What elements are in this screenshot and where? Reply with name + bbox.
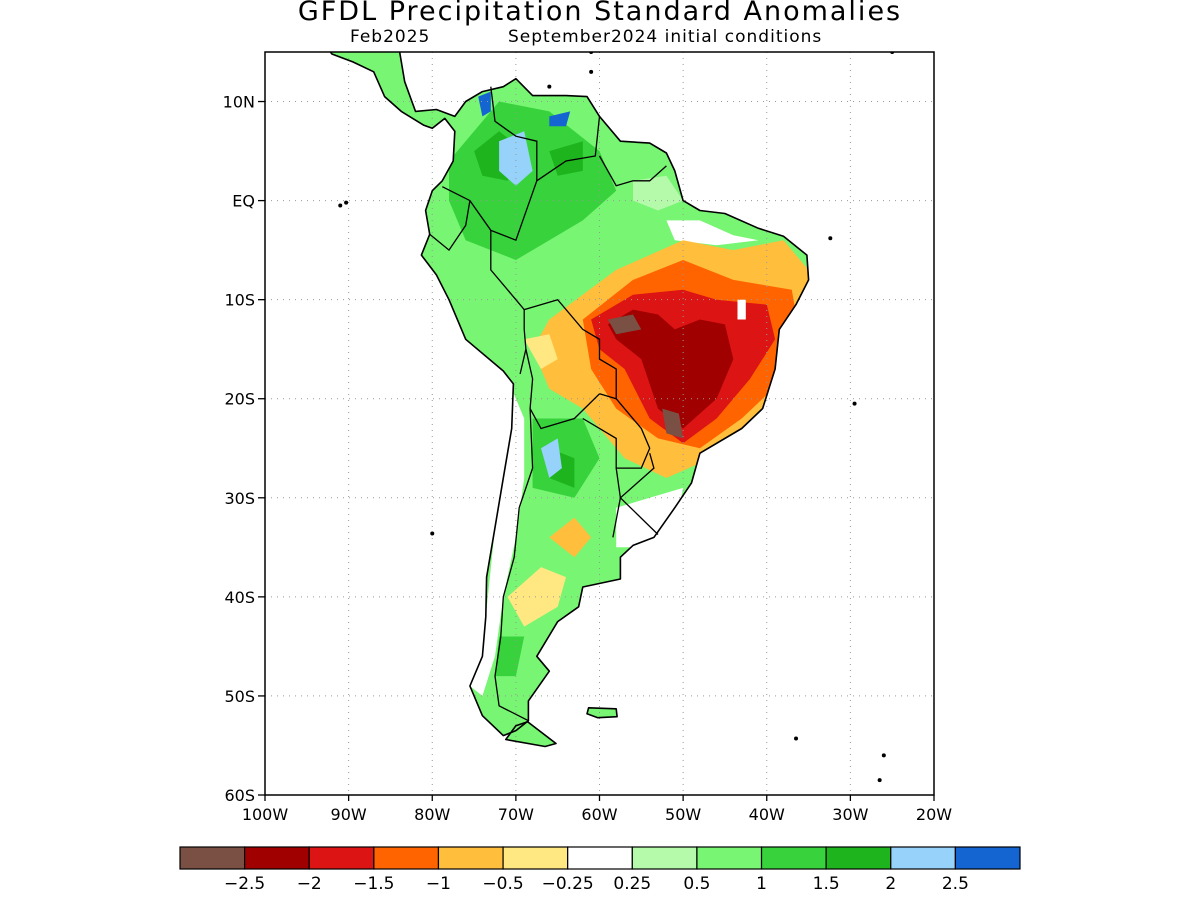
lat-tick-label: 50S bbox=[224, 687, 255, 706]
anomaly-region-3 bbox=[607, 309, 734, 429]
island-12 bbox=[581, 30, 585, 34]
colorbar-swatch bbox=[954, 846, 1021, 870]
country-border-5 bbox=[525, 349, 600, 430]
country-border-9 bbox=[619, 497, 659, 535]
anomaly-region-8 bbox=[549, 517, 592, 558]
coastlines bbox=[329, 30, 895, 783]
lat-tick-label: 20S bbox=[224, 390, 255, 409]
anomaly-region-11 bbox=[549, 111, 571, 127]
land-area bbox=[330, 52, 809, 747]
island-3 bbox=[794, 736, 799, 741]
country-border-11 bbox=[429, 200, 471, 252]
country-border-8 bbox=[619, 453, 655, 499]
island-2 bbox=[430, 531, 435, 536]
colorbar-label: −0.5 bbox=[482, 874, 523, 894]
lat-tick-label: 40S bbox=[224, 588, 255, 607]
lon-tick-label: 60W bbox=[581, 805, 617, 824]
lon-tick-label: 100W bbox=[242, 805, 289, 824]
anomaly-region-base-0 bbox=[469, 378, 525, 696]
anomaly-region-6 bbox=[524, 334, 558, 369]
island-0 bbox=[338, 203, 343, 208]
lon-tick-label: 30W bbox=[832, 805, 868, 824]
colorbar-swatch bbox=[244, 846, 310, 870]
island-6 bbox=[852, 401, 857, 406]
colorbar-swatch bbox=[760, 846, 827, 870]
colorbar-swatch bbox=[437, 846, 504, 870]
coastline-2 bbox=[586, 707, 618, 719]
anomaly-region-4 bbox=[607, 314, 642, 335]
lon-tick-label: 70W bbox=[498, 805, 534, 824]
island-1 bbox=[344, 200, 349, 205]
colorbar-swatch bbox=[567, 846, 633, 870]
initial-conditions: September2024 initial conditions bbox=[508, 27, 823, 47]
lon-tick-label: 90W bbox=[331, 805, 367, 824]
colorbar-label: −2 bbox=[297, 874, 322, 894]
anomaly-region-base-2 bbox=[666, 220, 759, 246]
coastline-1 bbox=[505, 720, 557, 748]
country-border-1 bbox=[536, 116, 601, 182]
colorbar: −2.5 −2 −1.5 −1 −0.5 −0.25 0.25 0.5 1 1.5 2 2.5 bbox=[179, 846, 1021, 894]
island-4 bbox=[881, 753, 886, 758]
lat-tick-label: 30S bbox=[224, 489, 255, 508]
island-7 bbox=[828, 236, 833, 241]
country-border-2 bbox=[598, 155, 667, 187]
colorbar-swatch bbox=[308, 846, 375, 870]
lat-tick-label: 60S bbox=[224, 786, 255, 805]
coastline-0 bbox=[329, 52, 810, 737]
colorbar-label: −1 bbox=[426, 874, 451, 894]
colorbar-label: 0.5 bbox=[683, 874, 710, 894]
longitude-axis: 100W 90W 80W 70W 60W 50W 40W 30W 20W bbox=[242, 795, 952, 824]
colorbar-label: −2.5 bbox=[224, 874, 265, 894]
colorbar-label: 1.5 bbox=[813, 874, 840, 894]
map-title: GFDL Precipitation Standard Anomalies bbox=[297, 0, 903, 27]
colorbar-swatch bbox=[631, 846, 698, 870]
lon-tick-label: 20W bbox=[916, 805, 952, 824]
colorbar-swatch bbox=[890, 846, 956, 870]
anomaly-region-9 bbox=[499, 131, 533, 186]
latitude-axis: 10N EQ 10S 20S 30S 40S 50S 60S bbox=[223, 93, 265, 805]
lon-tick-label: 40W bbox=[749, 805, 785, 824]
island-9 bbox=[547, 84, 552, 89]
lat-tick-label: 10S bbox=[224, 291, 255, 310]
anomaly-region-5 bbox=[662, 408, 684, 439]
anomaly-region-base-9 bbox=[495, 636, 525, 677]
lon-tick-label: 50W bbox=[665, 805, 701, 824]
colorbar-label: 0.25 bbox=[613, 874, 651, 894]
colorbar-swatch bbox=[502, 846, 569, 870]
country-border-10 bbox=[612, 468, 622, 538]
colorbar-swatch bbox=[373, 846, 440, 870]
country-border-4 bbox=[524, 298, 617, 400]
colorbar-label: 2.5 bbox=[942, 874, 969, 894]
colorbar-label: −0.25 bbox=[542, 874, 594, 894]
colorbar-swatch bbox=[696, 846, 763, 870]
colorbar-label: 2 bbox=[885, 874, 896, 894]
colorbar-swatch bbox=[825, 846, 892, 870]
colorbar-label: 1 bbox=[756, 874, 767, 894]
anomaly-region-7 bbox=[507, 567, 566, 627]
anomaly-region-base-3 bbox=[633, 175, 684, 211]
country-border-7 bbox=[494, 408, 534, 722]
colorbar-label: −1.5 bbox=[353, 874, 394, 894]
forecast-month: Feb2025 bbox=[350, 27, 431, 47]
lat-tick-label: 10N bbox=[223, 93, 255, 112]
country-border-6 bbox=[582, 398, 651, 469]
island-5 bbox=[877, 778, 882, 783]
missing-data-region-0 bbox=[737, 299, 746, 320]
lat-tick-label: EQ bbox=[232, 192, 255, 211]
colorbar-swatch bbox=[179, 846, 246, 870]
anomaly-region-12 bbox=[541, 438, 562, 478]
anomaly-region-10 bbox=[478, 91, 491, 117]
island-10 bbox=[589, 69, 594, 74]
lon-tick-label: 80W bbox=[414, 805, 450, 824]
